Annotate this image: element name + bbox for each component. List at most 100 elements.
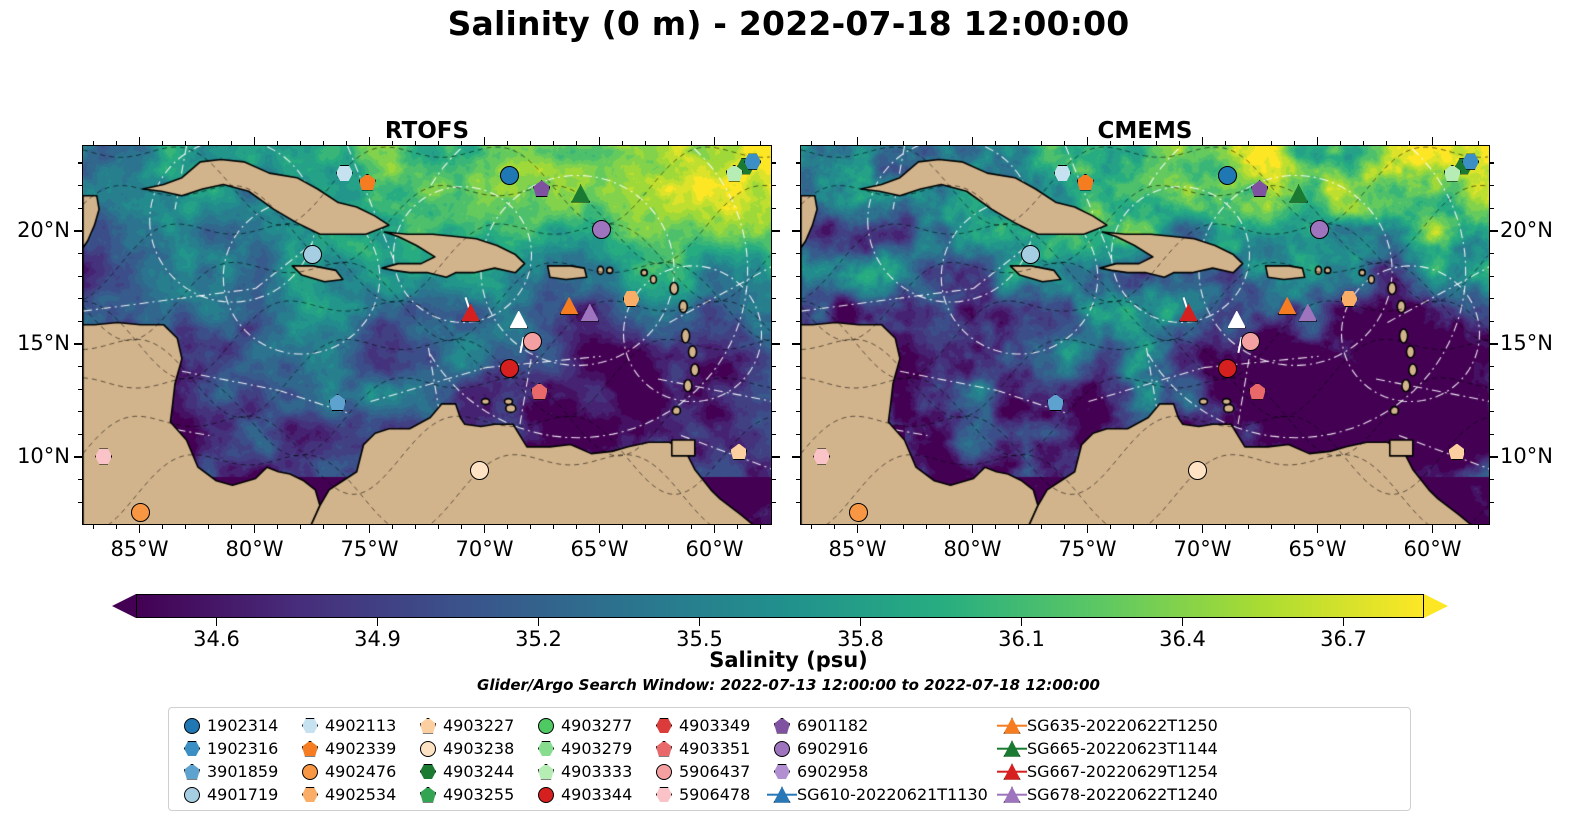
legend-item[interactable]: 4903279: [531, 737, 649, 760]
x-tick-minor: [575, 525, 578, 529]
legend-item[interactable]: SG610-20220621T1130: [767, 783, 997, 806]
legend-item[interactable]: 4903255: [413, 783, 531, 806]
legend-item[interactable]: 4902339: [295, 737, 413, 760]
x-tick-minor: [948, 525, 951, 529]
legend-item[interactable]: 1902314: [177, 714, 295, 737]
legend-item[interactable]: 5906437: [649, 760, 767, 783]
map-marker-sg667[interactable]: [1179, 303, 1199, 322]
map-marker-sg635[interactable]: [559, 296, 579, 315]
legend-item[interactable]: 6901182: [767, 714, 997, 737]
map-marker-4902339[interactable]: [1076, 173, 1094, 191]
map-marker-4903351[interactable]: [1248, 382, 1266, 400]
map-marker-4901719[interactable]: [1020, 244, 1040, 264]
map-marker-sg610[interactable]: [509, 310, 529, 329]
map-marker-sg667[interactable]: [461, 303, 481, 322]
legend-item[interactable]: 4902534: [295, 783, 413, 806]
legend-item[interactable]: 4902113: [295, 714, 413, 737]
map-marker-4902339[interactable]: [358, 173, 376, 191]
map-marker-5906478[interactable]: [95, 448, 113, 465]
x-tick-major-top: [1431, 137, 1434, 145]
legend-item[interactable]: 5906478: [649, 783, 767, 806]
map-marker-sg610[interactable]: [1227, 310, 1247, 329]
legend-item[interactable]: SG665-20220623T1144: [997, 737, 1227, 760]
map-marker-3901859[interactable]: [329, 393, 347, 411]
x-tick-major: [368, 525, 371, 533]
map-marker-4903344[interactable]: [500, 359, 520, 379]
x-tick-minor: [690, 525, 693, 529]
x-tick-major-top: [253, 137, 256, 145]
legend-marker: [177, 760, 207, 783]
legend-item[interactable]: SG678-20220622T1240: [997, 783, 1227, 806]
map-marker-4902476[interactable]: [848, 503, 868, 523]
map-marker-4903227[interactable]: [730, 443, 748, 461]
legend-item[interactable]: 4902476: [295, 760, 413, 783]
legend-item[interactable]: 1902316: [177, 737, 295, 760]
map-marker-3901859[interactable]: [1047, 393, 1065, 411]
legend-item[interactable]: 6902916: [767, 737, 997, 760]
map-panel-cmems[interactable]: [800, 145, 1490, 525]
x-tick-minor-top: [1017, 141, 1020, 145]
legend-item[interactable]: 4903227: [413, 714, 531, 737]
map-marker-4903344[interactable]: [1218, 359, 1238, 379]
colorbar[interactable]: 34.6 34.9 35.2 35.5 35.8 36.1 36.4 36.7: [112, 594, 1448, 651]
y-tick-label-right: 10°N: [1500, 444, 1553, 469]
map-marker-4902534[interactable]: [1340, 290, 1358, 307]
marker-shape: [591, 219, 611, 239]
legend-item[interactable]: SG635-20220622T1250: [997, 714, 1227, 737]
x-tick-label: 75°W: [1058, 537, 1117, 561]
map-marker-6901182[interactable]: [1251, 180, 1269, 198]
map-marker-6902916[interactable]: [1309, 219, 1329, 239]
map-marker-5906437[interactable]: [522, 332, 542, 352]
map-marker-sg678[interactable]: [580, 303, 600, 322]
legend-marker-shape: [302, 786, 318, 803]
map-marker-4902113[interactable]: [1053, 165, 1071, 182]
legend-item[interactable]: 4903344: [531, 783, 649, 806]
map-marker-1902314[interactable]: [1218, 165, 1238, 185]
legend-item[interactable]: 4901719: [177, 783, 295, 806]
map-marker-5906437[interactable]: [1240, 332, 1260, 352]
x-tick-minor-top: [345, 141, 348, 145]
map-marker-4903333[interactable]: [1443, 164, 1461, 182]
map-marker-4903351[interactable]: [530, 382, 548, 400]
map-marker-4902113[interactable]: [335, 165, 353, 182]
legend-item[interactable]: 4903238: [413, 737, 531, 760]
x-tick-minor-top: [994, 141, 997, 145]
map-marker-4901719[interactable]: [302, 244, 322, 264]
legend-box[interactable]: 1902314 1902316 3901859 4901719 4902113 49023…: [168, 707, 1411, 811]
map-marker-sg665[interactable]: [1289, 184, 1309, 203]
legend-item[interactable]: 3901859: [177, 760, 295, 783]
map-marker-1902316[interactable]: [1462, 153, 1480, 170]
x-tick-minor-top: [552, 141, 555, 145]
map-marker-4903227[interactable]: [1448, 443, 1466, 461]
y-tick-minor-right: [772, 433, 776, 436]
legend-item[interactable]: 6902958: [767, 760, 997, 783]
x-tick-minor-top: [322, 141, 325, 145]
map-marker-4903238[interactable]: [470, 460, 490, 480]
map-marker-6902916[interactable]: [591, 219, 611, 239]
legend-item[interactable]: 4903351: [649, 737, 767, 760]
map-marker-sg635[interactable]: [1277, 296, 1297, 315]
map-marker-5906478[interactable]: [813, 448, 831, 465]
map-marker-6901182[interactable]: [533, 180, 551, 198]
map-marker-4903333[interactable]: [725, 164, 743, 182]
x-tick-minor-top: [1224, 141, 1227, 145]
x-tick-minor: [1362, 525, 1365, 529]
y-tick-minor-right: [1490, 479, 1494, 481]
map-marker-4902534[interactable]: [622, 290, 640, 307]
legend-marker: [177, 714, 207, 737]
map-marker-1902314[interactable]: [500, 165, 520, 185]
legend-item[interactable]: 4903333: [531, 760, 649, 783]
salinity-field-rtofs: [83, 146, 771, 524]
map-marker-sg678[interactable]: [1298, 303, 1318, 322]
map-marker-sg665[interactable]: [571, 184, 591, 203]
map-marker-4903238[interactable]: [1188, 460, 1208, 480]
legend-item[interactable]: 4903244: [413, 760, 531, 783]
map-panel-rtofs[interactable]: [82, 145, 772, 525]
legend-item[interactable]: SG667-20220629T1254: [997, 760, 1227, 783]
marker-shape: [1277, 296, 1297, 315]
map-marker-4902476[interactable]: [130, 503, 150, 523]
legend-item[interactable]: 4903349: [649, 714, 767, 737]
legend-item[interactable]: 4903277: [531, 714, 649, 737]
map-marker-1902316[interactable]: [744, 153, 762, 170]
x-tick-label: 80°W: [225, 537, 284, 561]
